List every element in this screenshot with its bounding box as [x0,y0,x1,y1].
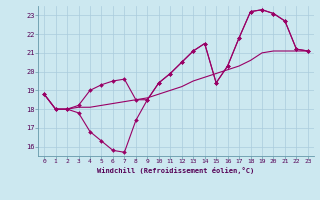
X-axis label: Windchill (Refroidissement éolien,°C): Windchill (Refroidissement éolien,°C) [97,167,255,174]
